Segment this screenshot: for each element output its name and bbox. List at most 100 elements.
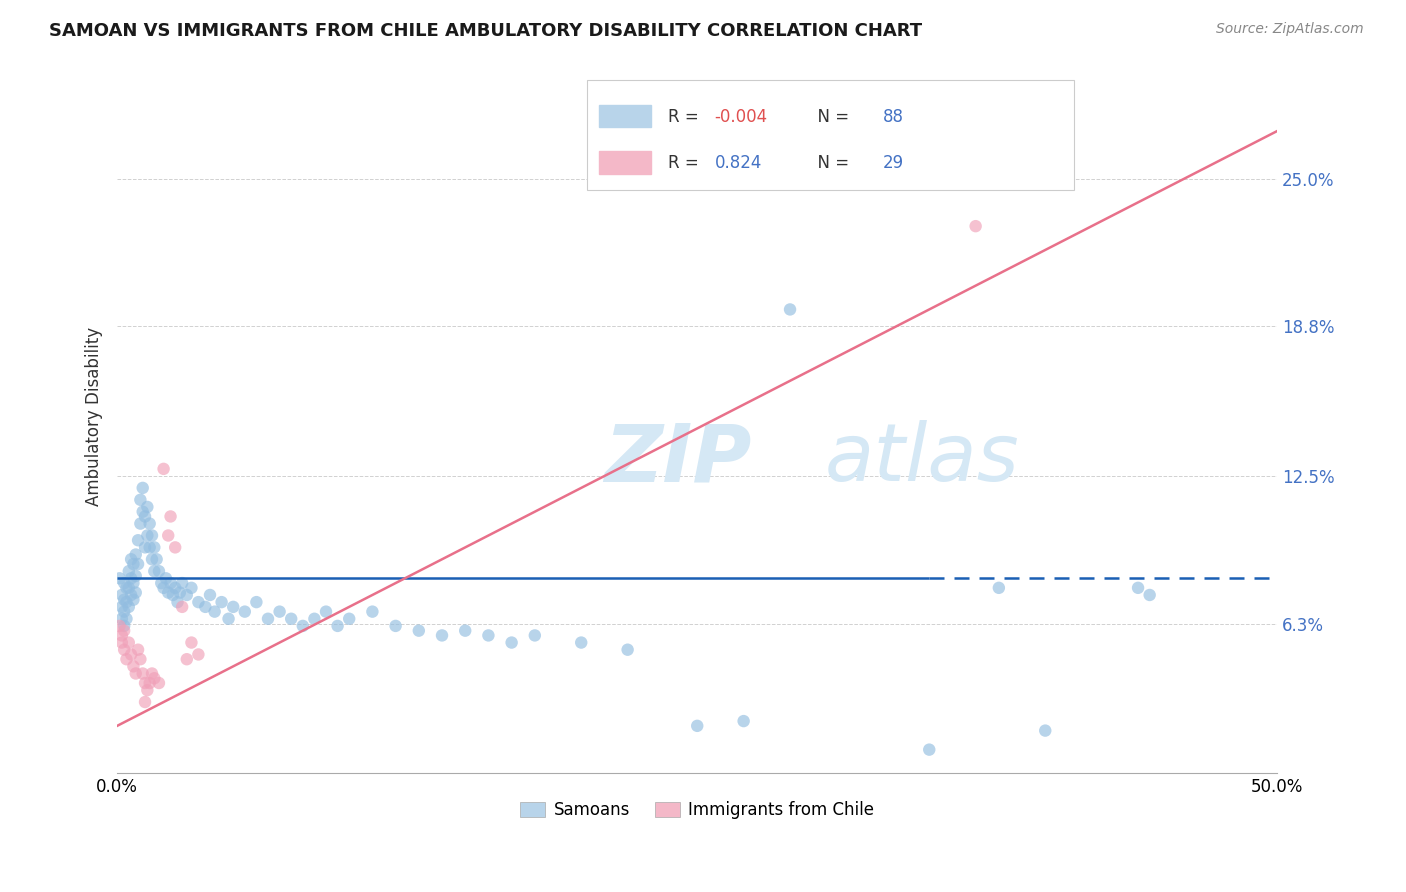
Point <box>155 571 177 585</box>
Point <box>686 719 709 733</box>
Point <box>122 659 145 673</box>
Point <box>115 652 138 666</box>
Point <box>136 683 159 698</box>
Point <box>108 619 131 633</box>
Point <box>115 581 138 595</box>
Point <box>159 576 181 591</box>
Point <box>523 628 546 642</box>
Point <box>111 628 134 642</box>
Point <box>122 557 145 571</box>
Point <box>125 569 148 583</box>
Point <box>169 585 191 599</box>
Point <box>1126 581 1149 595</box>
Point <box>112 619 135 633</box>
Point <box>166 595 188 609</box>
Point <box>112 592 135 607</box>
Point <box>918 742 941 756</box>
Point <box>111 635 134 649</box>
Text: R =: R = <box>668 108 704 126</box>
Point <box>194 599 217 614</box>
Point <box>141 528 163 542</box>
Point <box>165 541 187 555</box>
Point <box>134 676 156 690</box>
Point <box>125 585 148 599</box>
Point <box>1139 588 1161 602</box>
Point <box>118 581 141 595</box>
Point <box>304 612 326 626</box>
Point <box>222 599 245 614</box>
Point <box>132 505 155 519</box>
Point <box>337 612 360 626</box>
Point <box>384 619 406 633</box>
Point <box>122 592 145 607</box>
Text: Source: ZipAtlas.com: Source: ZipAtlas.com <box>1216 22 1364 37</box>
Point <box>136 528 159 542</box>
Point <box>141 666 163 681</box>
Point <box>138 676 160 690</box>
Point <box>111 588 134 602</box>
Text: 0.824: 0.824 <box>714 154 762 172</box>
Point <box>125 666 148 681</box>
Point <box>118 635 141 649</box>
Point <box>211 595 233 609</box>
Point <box>165 581 187 595</box>
Point <box>112 624 135 638</box>
Point <box>111 599 134 614</box>
Point <box>779 302 801 317</box>
Point <box>616 642 638 657</box>
Point <box>477 628 499 642</box>
Point <box>134 695 156 709</box>
Point <box>127 642 149 657</box>
Text: 29: 29 <box>883 154 904 172</box>
Bar <box>599 152 651 174</box>
Point <box>172 599 194 614</box>
Point <box>138 516 160 531</box>
Point <box>187 648 209 662</box>
Text: 88: 88 <box>883 108 904 126</box>
Point <box>965 219 987 234</box>
Point <box>143 671 166 685</box>
Point <box>218 612 240 626</box>
Point <box>127 557 149 571</box>
Point <box>108 571 131 585</box>
Point <box>269 605 291 619</box>
Point <box>129 652 152 666</box>
Point <box>112 576 135 591</box>
Point <box>150 576 173 591</box>
Point <box>134 541 156 555</box>
Point <box>162 588 184 602</box>
Point <box>157 585 180 599</box>
Point <box>326 619 349 633</box>
Point <box>143 564 166 578</box>
Point <box>1033 723 1056 738</box>
Legend: Samoans, Immigrants from Chile: Samoans, Immigrants from Chile <box>513 795 882 826</box>
Point <box>280 612 302 626</box>
Point <box>120 571 142 585</box>
Point <box>198 588 221 602</box>
Point <box>176 652 198 666</box>
Text: ZIP: ZIP <box>605 420 752 499</box>
Point <box>112 642 135 657</box>
Text: R =: R = <box>668 154 704 172</box>
Point <box>157 528 180 542</box>
Point <box>120 648 142 662</box>
Point <box>115 612 138 626</box>
Point <box>141 552 163 566</box>
Text: N =: N = <box>807 108 855 126</box>
Point <box>501 635 523 649</box>
Point <box>291 619 314 633</box>
Point <box>118 564 141 578</box>
Point <box>134 509 156 524</box>
Point <box>159 509 181 524</box>
Text: atlas: atlas <box>825 420 1019 499</box>
Point <box>454 624 477 638</box>
Point <box>152 462 174 476</box>
Point <box>148 676 170 690</box>
Text: N =: N = <box>807 154 855 172</box>
Point <box>257 612 280 626</box>
Point <box>245 595 267 609</box>
Point <box>430 628 453 642</box>
Point <box>138 541 160 555</box>
Point <box>127 533 149 548</box>
Point <box>145 552 167 566</box>
